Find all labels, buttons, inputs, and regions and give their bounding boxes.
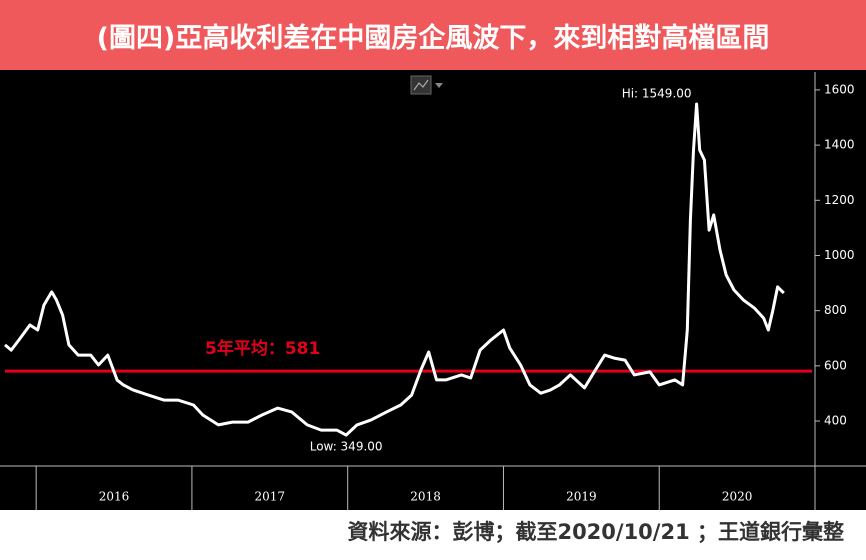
chart-title: (圖四)亞高收利差在中國房企風波下，來到相對高檔區間 [0, 0, 866, 70]
y-tick-label: 400 [824, 414, 847, 428]
reference-label: 5年平均：581 [205, 338, 320, 359]
source-note: 資料來源：彭博；截至2020/10/21 ；王道銀行彙整 [347, 520, 844, 544]
y-tick-label: 1200 [824, 193, 855, 207]
x-tick-label: 2020 [722, 490, 753, 504]
annotation: Hi: 1549.00 [622, 87, 692, 101]
y-tick-label: 1400 [824, 138, 855, 152]
y-tick-label: 1600 [824, 82, 855, 96]
chart-background [0, 70, 866, 510]
y-tick-label: 600 [824, 358, 847, 372]
x-tick-label: 2018 [410, 490, 441, 504]
data-line [4, 102, 785, 437]
x-tick-label: 2016 [99, 490, 130, 504]
x-tick-label: 2017 [255, 490, 286, 504]
toolbar-icon [410, 75, 443, 95]
annotation: Low: 349.00 [310, 440, 383, 454]
y-tick-label: 800 [824, 303, 847, 317]
x-tick-label: 2019 [566, 490, 597, 504]
chart: 400 600 800 1000 1200 1400 1600 2016 2017 2018 201… [0, 70, 866, 510]
y-tick-label: 1000 [824, 248, 855, 262]
